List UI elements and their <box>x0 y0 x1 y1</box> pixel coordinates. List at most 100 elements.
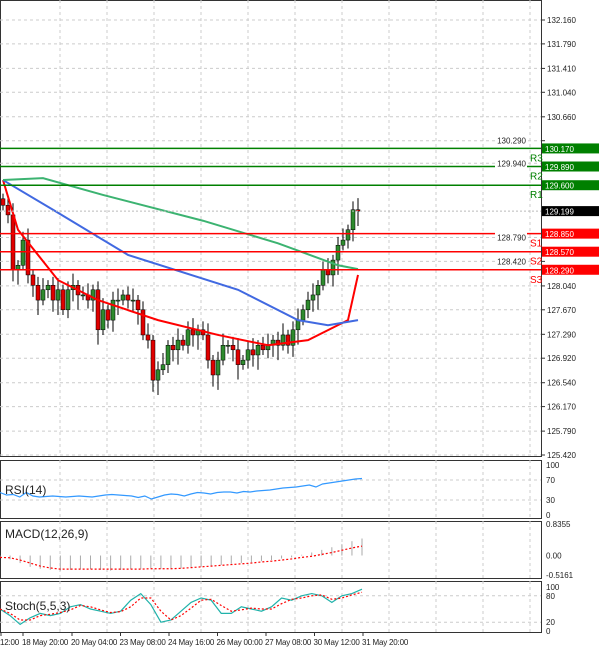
candle-bullish <box>165 345 171 365</box>
price-axis-label: 129.940 <box>497 159 526 168</box>
price-axis-label: 126.920 <box>547 354 576 363</box>
candle-bullish <box>80 294 86 297</box>
candle-bearish <box>30 274 36 286</box>
indicator-axis-label: 20 <box>546 618 555 627</box>
candle-bullish <box>340 239 346 246</box>
price-axis-label: 127.670 <box>547 306 576 315</box>
candle-bullish <box>335 244 341 261</box>
indicator-axis-label: -0.5161 <box>546 571 574 580</box>
candle-bullish <box>130 299 136 302</box>
current-price-box <box>542 206 599 217</box>
moving-average-line <box>2 179 359 327</box>
candle-bullish <box>120 294 126 301</box>
candle-bullish <box>295 319 301 331</box>
candle-bullish <box>280 334 286 346</box>
price-axis-label: 128.420 <box>497 257 526 266</box>
indicator-axis-label: 100 <box>546 583 560 592</box>
candle-bearish <box>5 204 11 216</box>
price-axis-label-bg <box>495 158 527 169</box>
level-name-r2: R2 <box>530 172 543 183</box>
candle-bullish <box>330 259 336 276</box>
candle-bearish <box>230 345 236 351</box>
candle-bearish <box>205 334 211 361</box>
panel-frame <box>0 521 542 579</box>
candle-bearish <box>325 269 331 276</box>
candle-bearish <box>35 285 41 301</box>
price-axis-label-bg <box>495 256 527 267</box>
candle-bullish <box>100 309 106 331</box>
candle-bearish <box>170 345 176 351</box>
stoch-main-line <box>0 588 363 626</box>
indicator-axis-label: 0 <box>546 627 551 636</box>
indicator-axis-label: 0.8355 <box>546 520 571 529</box>
rsi-label: RSI(14) <box>5 483 46 497</box>
candle-bearish <box>260 345 266 351</box>
candle-bullish <box>55 289 61 301</box>
candle-bullish <box>65 289 71 311</box>
candle-bullish <box>225 345 231 347</box>
time-axis-label: 24 May 16:00 <box>168 638 215 647</box>
candle-bullish <box>240 359 246 365</box>
level-price-box <box>542 161 599 172</box>
price-axis-label: 125.790 <box>547 427 576 436</box>
price-axis-label: 126.170 <box>547 403 576 412</box>
rsi-line <box>0 477 363 500</box>
candle-bearish <box>210 359 216 376</box>
price-axis-label: 126.540 <box>547 379 576 388</box>
candle-bullish <box>315 285 321 296</box>
time-axis-label: 30 May 12:00 <box>314 638 361 647</box>
level-name-r1: R1 <box>530 190 543 201</box>
indicator-axis-label: 80 <box>546 592 555 601</box>
candle-bearish <box>150 339 156 381</box>
stoch-label: Stoch(5,5,3) <box>5 599 70 613</box>
candle-bullish <box>305 299 311 311</box>
candle-bullish <box>310 294 316 301</box>
candle-bearish <box>135 299 141 311</box>
panel-frame <box>0 0 542 457</box>
level-price-label: 128.850 <box>545 230 574 239</box>
candle-bullish <box>115 299 121 302</box>
candle-bullish <box>220 345 226 361</box>
candle-bullish <box>245 349 251 361</box>
candle-bullish <box>155 369 161 381</box>
level-price-box <box>542 143 599 154</box>
time-axis-label: 12:00 <box>0 638 20 647</box>
candle-bullish <box>320 269 326 286</box>
candle-bullish <box>300 309 306 321</box>
candle-bullish <box>20 239 26 266</box>
price-axis-label: 130.660 <box>547 113 576 122</box>
candle-bullish <box>40 289 46 301</box>
candle-bearish <box>50 285 56 301</box>
candle-bearish <box>105 309 111 321</box>
macd-label: MACD(12,26,9) <box>5 527 88 541</box>
price-axis-label: 127.290 <box>547 330 576 339</box>
indicator-axis-label: 70 <box>546 476 555 485</box>
time-axis-label: 27 May 08:00 <box>265 638 312 647</box>
level-name-s1: S1 <box>530 239 543 250</box>
indicator-axis-label: 0.00 <box>546 552 562 561</box>
candle-bearish <box>0 198 6 206</box>
level-name-r3: R3 <box>530 153 543 164</box>
candle-bullish <box>90 289 96 301</box>
level-price-box <box>542 180 599 191</box>
candle-bearish <box>25 239 31 276</box>
price-axis-label: 131.410 <box>547 64 576 73</box>
indicator-axis-label: 100 <box>546 461 560 470</box>
price-axis-label: 131.040 <box>547 88 576 97</box>
candle-bullish <box>110 299 116 321</box>
candle-bullish <box>290 329 296 346</box>
macd-signal-line <box>0 545 363 570</box>
price-axis-label: 132.160 <box>547 16 576 25</box>
indicator-axis-label: 30 <box>546 496 555 505</box>
candle-bearish <box>145 334 151 341</box>
candle-bullish <box>345 229 351 241</box>
candle-bearish <box>125 294 131 301</box>
candle-bearish <box>95 289 101 331</box>
candle-bearish <box>180 339 186 346</box>
moving-average-line <box>2 179 359 347</box>
stoch-signal-line <box>0 591 363 621</box>
price-axis-label: 125.420 <box>547 451 576 460</box>
level-name-s2: S2 <box>530 257 543 268</box>
